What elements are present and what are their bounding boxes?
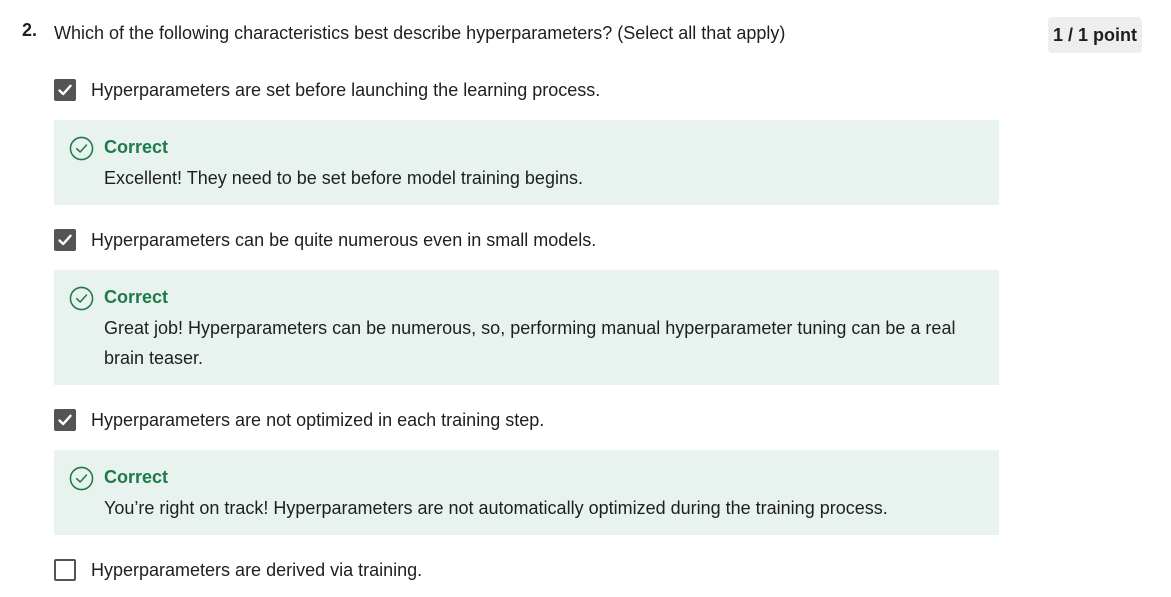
check-circle-icon	[69, 286, 94, 311]
option-1[interactable]: Hyperparameters are set before launching…	[54, 78, 600, 102]
feedback-title: Correct	[104, 467, 169, 487]
option-label: Hyperparameters are not optimized in eac…	[91, 409, 545, 430]
score-badge: 1 / 1 point	[1048, 17, 1142, 53]
feedback-title: Correct	[104, 287, 169, 307]
check-circle-icon	[69, 466, 94, 491]
question-number: 2.	[22, 20, 38, 40]
feedback-box: Correct Great job! Hyperparameters can b…	[54, 270, 999, 385]
checkmark-icon	[58, 234, 72, 246]
feedback-box: Correct You’re right on track! Hyperpara…	[54, 450, 999, 535]
feedback-title: Correct	[104, 137, 169, 157]
option-label: Hyperparameters are set before launching…	[91, 79, 601, 100]
checkbox-checked[interactable]	[54, 229, 76, 251]
checkmark-icon	[58, 414, 72, 426]
check-circle-icon	[69, 136, 94, 161]
option-label: Hyperparameters can be quite numerous ev…	[91, 229, 597, 250]
checkbox-checked[interactable]	[54, 79, 76, 101]
feedback-text: You’re right on track! Hyperparameters a…	[104, 498, 888, 518]
feedback-box: Correct Excellent! They need to be set b…	[54, 120, 999, 205]
option-3[interactable]: Hyperparameters are not optimized in eac…	[54, 408, 544, 432]
option-4[interactable]: Hyperparameters are derived via training…	[54, 558, 422, 582]
feedback-text: Excellent! They need to be set before mo…	[104, 168, 583, 188]
option-label: Hyperparameters are derived via training…	[91, 559, 423, 580]
option-2[interactable]: Hyperparameters can be quite numerous ev…	[54, 228, 596, 252]
feedback-text: Great job! Hyperparameters can be numero…	[104, 318, 956, 368]
checkmark-icon	[58, 84, 72, 96]
checkbox-unchecked[interactable]	[54, 559, 76, 581]
checkbox-checked[interactable]	[54, 409, 76, 431]
question-text: Which of the following characteristics b…	[54, 23, 786, 43]
